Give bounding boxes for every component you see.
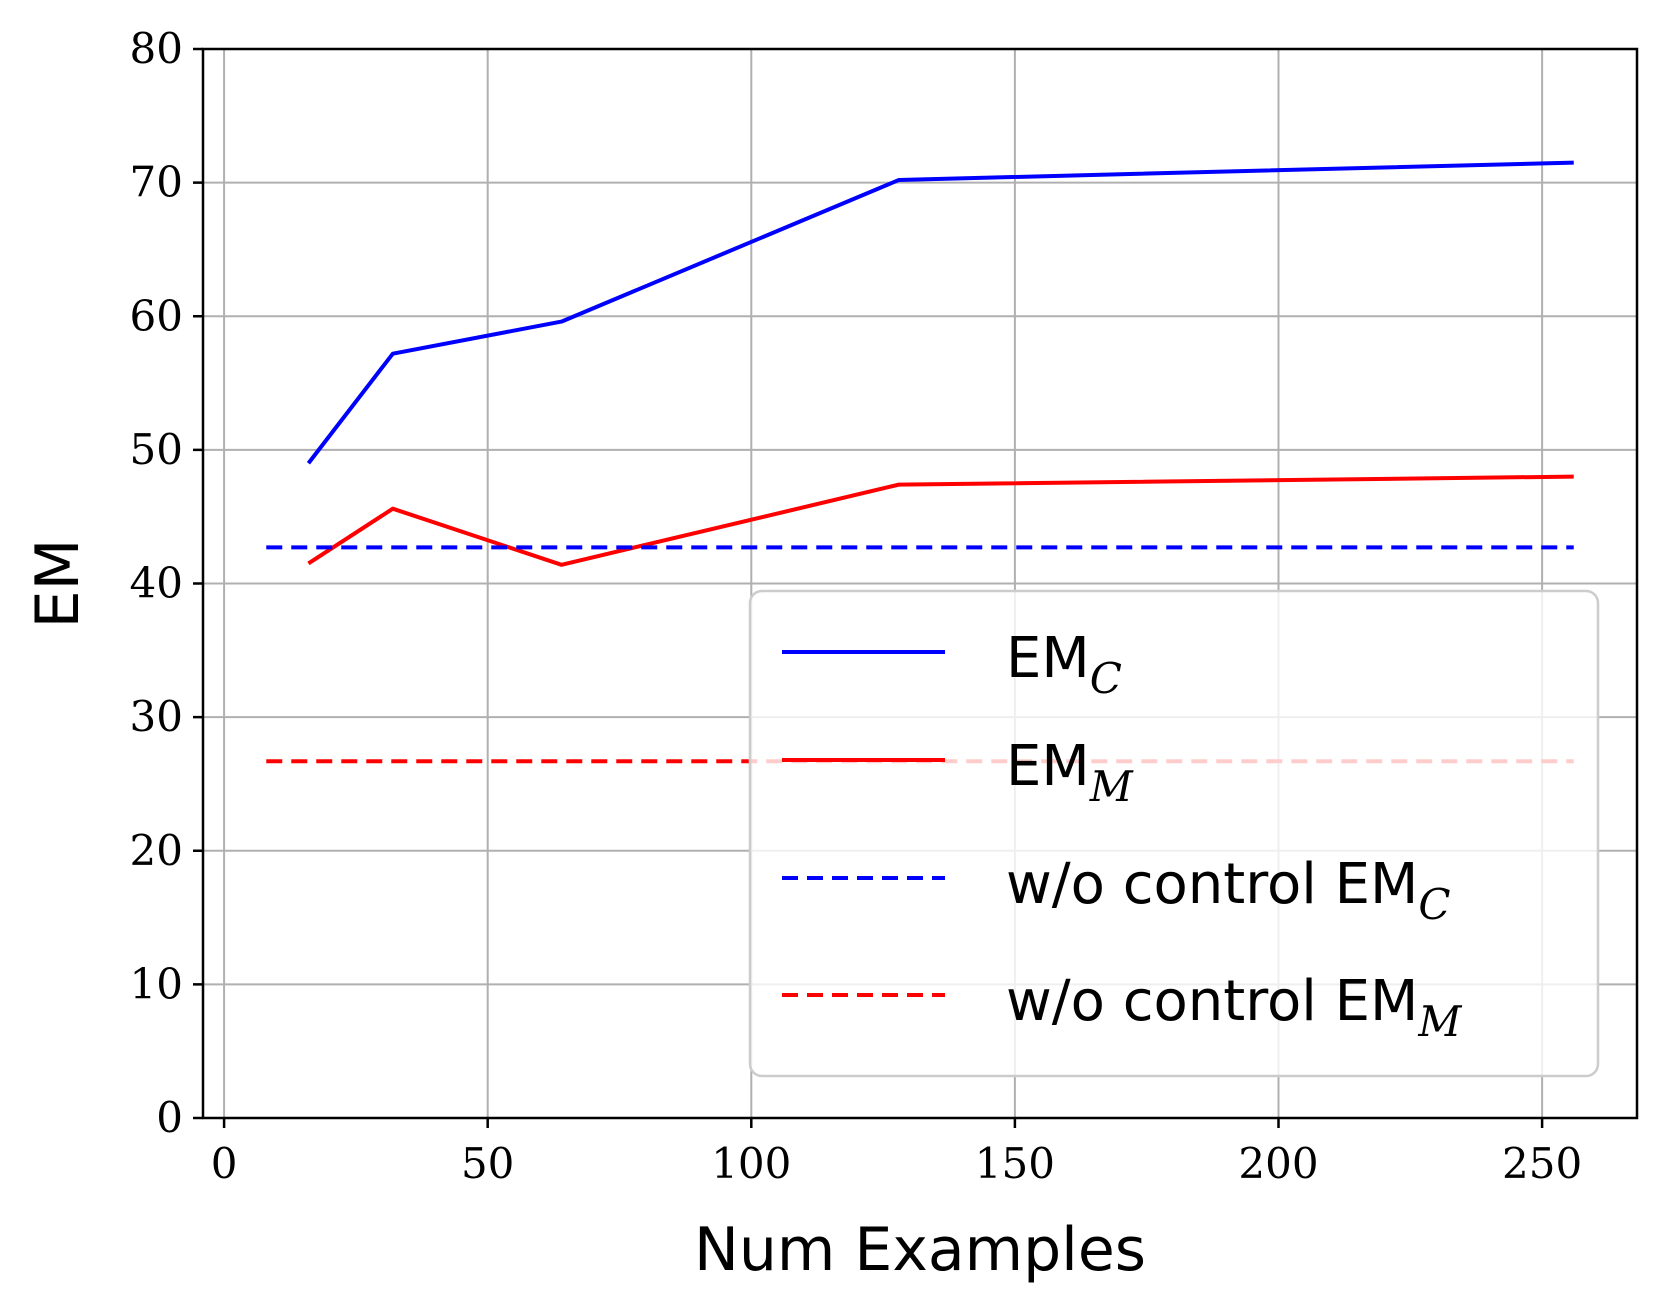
legend-box	[748, 589, 1600, 1078]
legend-label-3: w/o control EMM	[1006, 969, 1462, 1046]
grid	[203, 48, 1637, 1119]
y-tick-label: 20	[130, 826, 183, 875]
y-tick-label: 30	[130, 692, 183, 741]
series-line-1	[307, 474, 1574, 567]
x-tick-label: 200	[1238, 1139, 1318, 1188]
y-tick-label: 10	[130, 959, 183, 1008]
y-tick-label: 70	[130, 158, 183, 207]
y-tick-label: 80	[130, 24, 183, 73]
legend-label-subscript: M	[1417, 997, 1462, 1046]
axis-ticks: 0 50 100 150 200 250 0 10 20 30 40 50 60 70 80	[130, 24, 1583, 1188]
x-tick-label: 0	[211, 1139, 238, 1188]
x-axis-label: Num Examples	[694, 1215, 1146, 1285]
y-tick-label: 40	[130, 559, 183, 608]
legend-label-subscript: C	[1418, 880, 1450, 929]
y-tick-label: 60	[130, 291, 183, 340]
x-tick-label: 150	[975, 1139, 1055, 1188]
legend-label-subscript: C	[1090, 654, 1122, 703]
y-axis-label: EM	[23, 539, 93, 629]
legend-label-2: w/o control EMC	[1006, 852, 1450, 929]
x-tick-label: 250	[1502, 1139, 1582, 1188]
x-tick-label: 50	[461, 1139, 514, 1188]
x-tick-label: 100	[711, 1139, 791, 1188]
legend-label-subscript: M	[1089, 762, 1134, 811]
series-line-0	[306, 160, 1574, 465]
y-tick-label: 0	[156, 1093, 183, 1142]
y-tick-label: 50	[130, 425, 183, 474]
